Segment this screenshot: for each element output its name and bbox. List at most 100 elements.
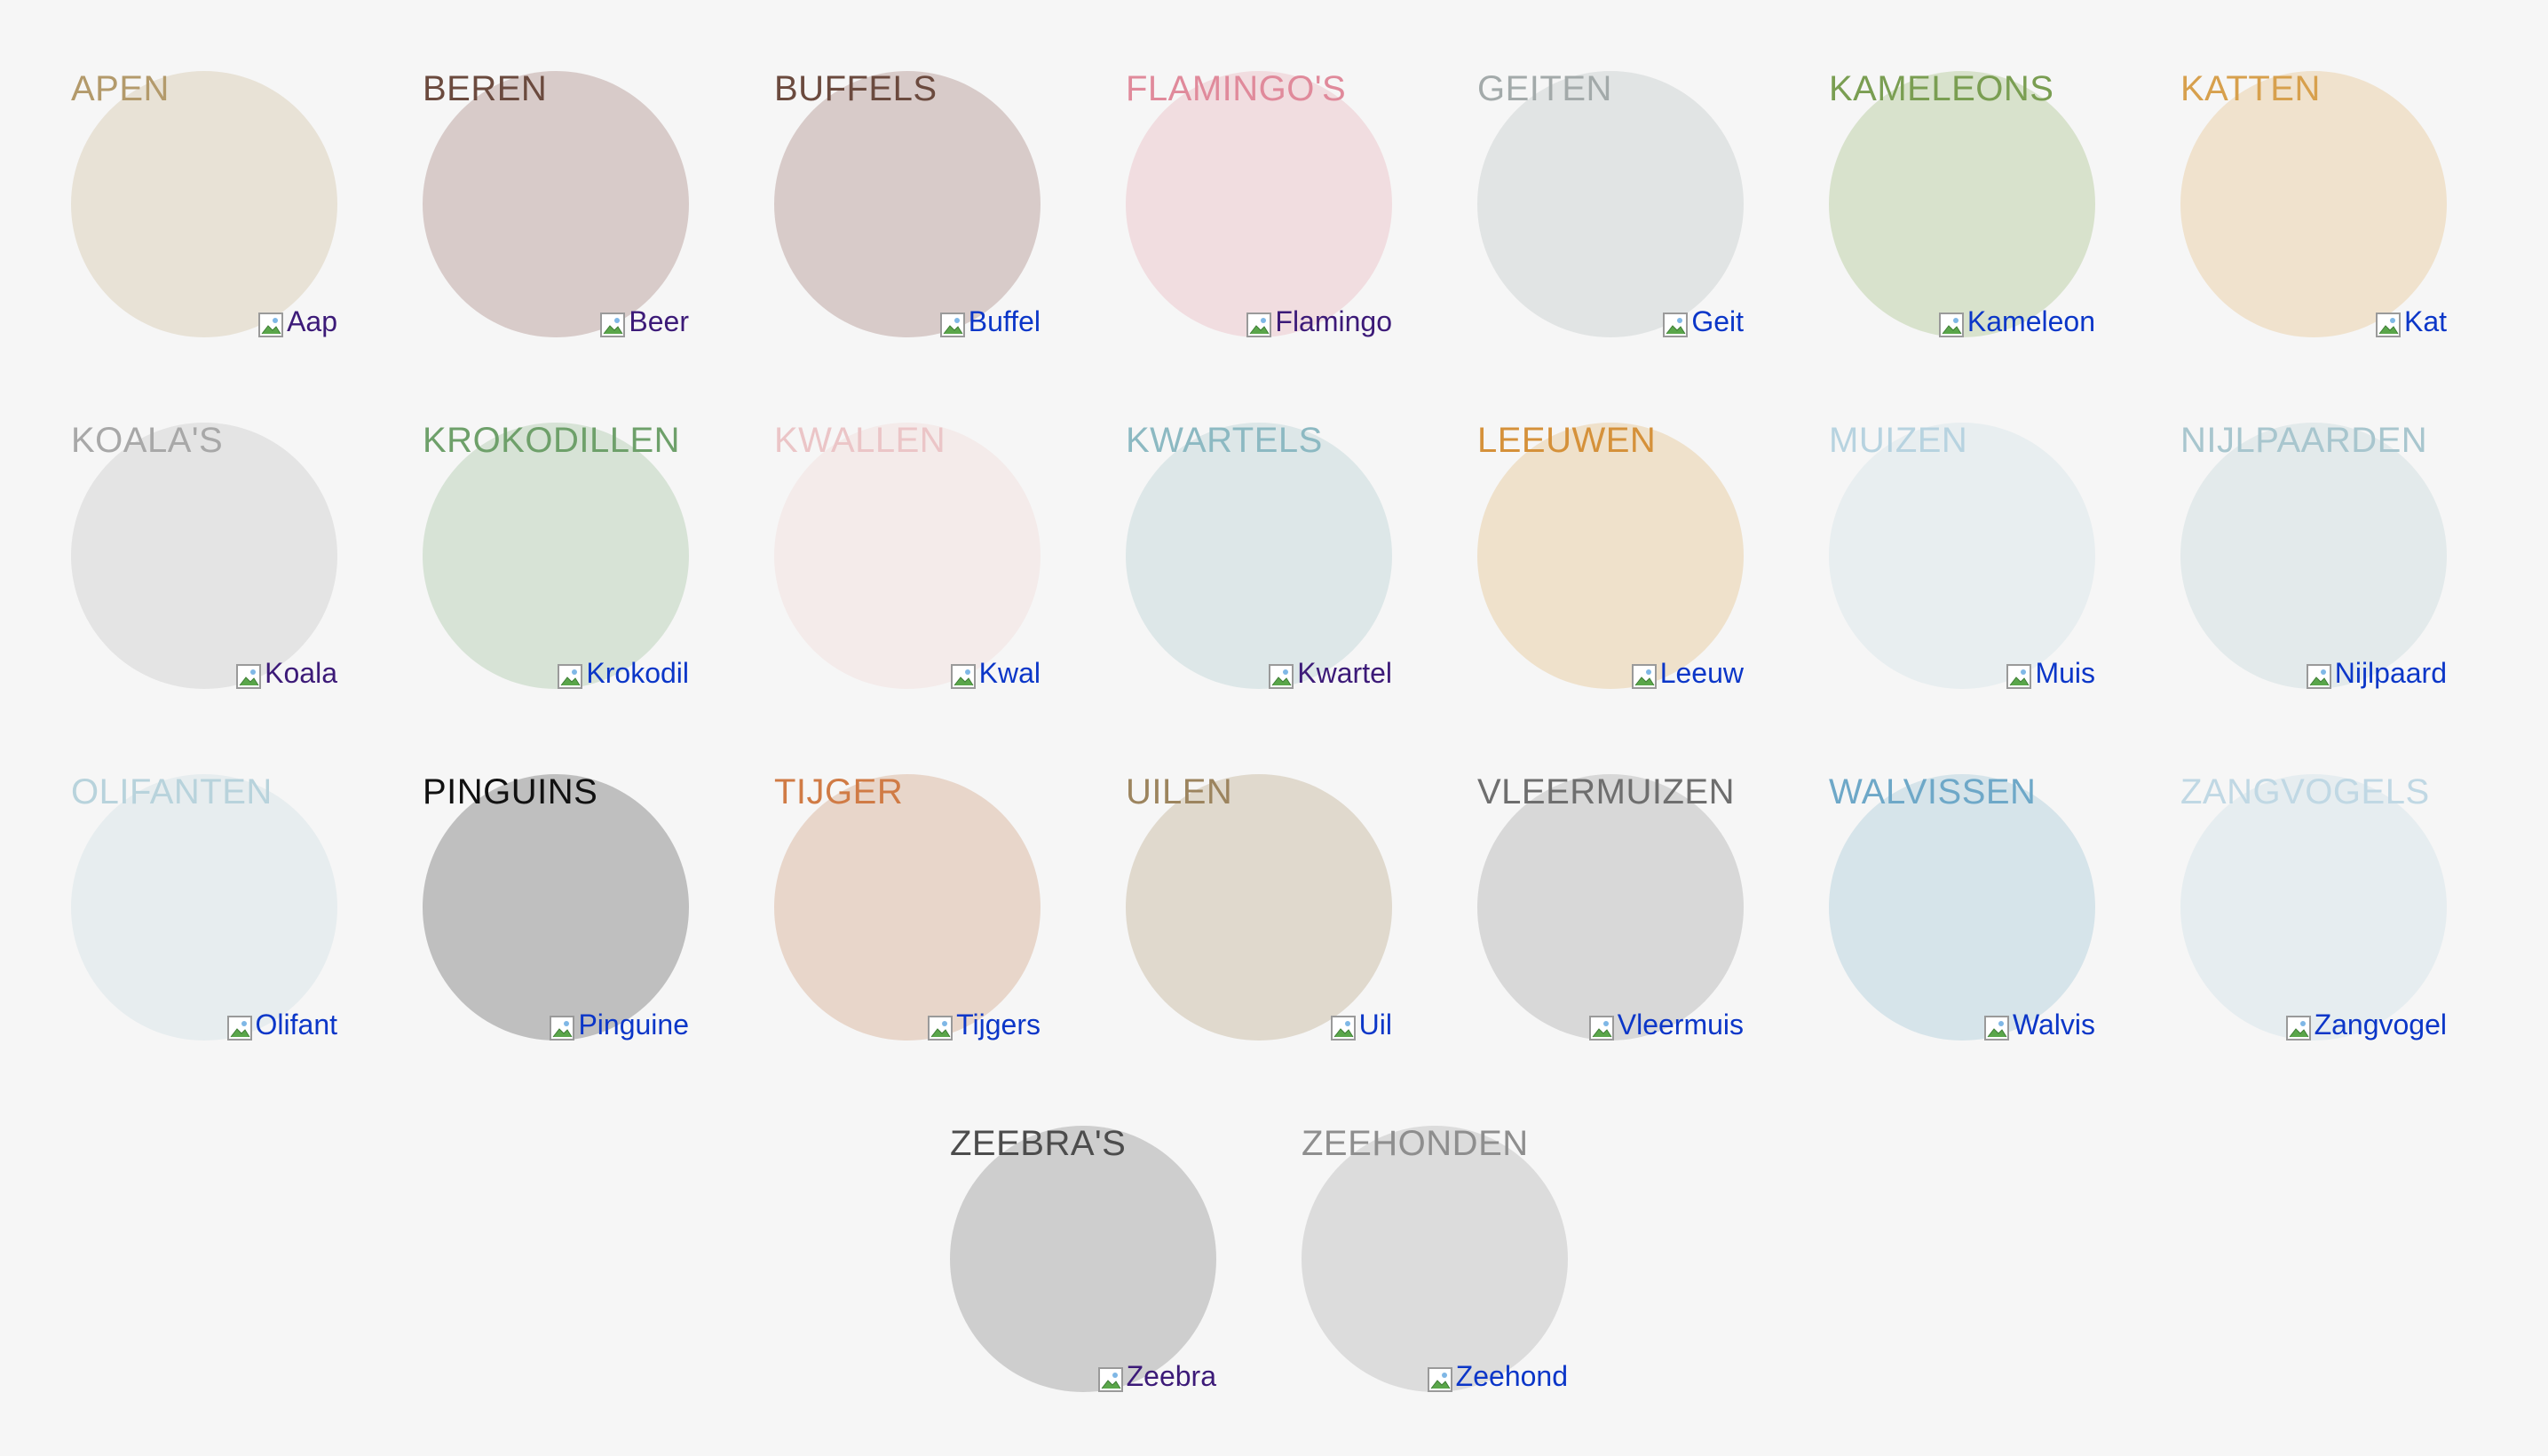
broken-image-icon	[2375, 313, 2402, 339]
animal-tile-krokodil[interactable]: KROKODILLEN Krokodil	[423, 421, 689, 689]
animal-tile-buffel[interactable]: BUFFELS Buffel	[774, 69, 1041, 339]
animal-image[interactable]: Zeebra	[1097, 1360, 1216, 1394]
animal-circle	[1477, 423, 1744, 689]
animal-tile-nijlpaard[interactable]: NIJLPAARDEN Nijlpaard	[2180, 421, 2447, 691]
image-alt-text: Kwartel	[1297, 657, 1392, 689]
image-alt-text: Vleermuis	[1617, 1009, 1744, 1041]
image-alt-text: Nijlpaard	[2334, 657, 2447, 689]
animal-tile-walvis[interactable]: WALVISSEN Walvis	[1829, 772, 2095, 1041]
broken-image-icon	[1246, 313, 1273, 339]
broken-image-icon	[950, 664, 977, 691]
broken-image-icon	[1588, 1016, 1616, 1042]
broken-image-icon	[939, 313, 967, 339]
animal-circle	[1126, 423, 1392, 689]
animal-tile-beer[interactable]: BEREN Beer	[423, 69, 689, 337]
animal-image[interactable]: Kwartel	[1269, 657, 1392, 689]
image-alt-text: Zeehond	[1455, 1360, 1568, 1392]
animal-image[interactable]: Zangvogel	[2285, 1009, 2447, 1042]
animal-title: LEEUWEN	[1477, 421, 1657, 460]
animal-image[interactable]: Olifant	[226, 1009, 337, 1042]
image-alt-text: Flamingo	[1275, 305, 1392, 337]
animal-image[interactable]: Kameleon	[1938, 305, 2095, 339]
animal-image[interactable]: Krokodil	[558, 657, 689, 689]
animal-image[interactable]: Leeuw	[1631, 657, 1744, 691]
animal-tile-tijgers[interactable]: TIJGER Tijgers	[774, 772, 1041, 1041]
animal-image[interactable]: Tijgers	[928, 1009, 1041, 1041]
broken-image-icon	[1097, 1367, 1125, 1394]
animal-tile-vleermuis[interactable]: VLEERMUIZEN Vleermuis	[1477, 772, 1744, 1042]
animal-circle	[2180, 423, 2447, 689]
broken-image-icon	[2285, 1016, 2313, 1042]
animal-tile-olifant[interactable]: OLIFANTEN Olifant	[71, 772, 337, 1042]
animal-image[interactable]: Zeehond	[1427, 1360, 1568, 1394]
animal-tile-uil[interactable]: UILEN Uil	[1126, 772, 1392, 1041]
animal-circle	[71, 71, 337, 337]
image-alt-text: Olifant	[255, 1009, 337, 1041]
animal-title: KROKODILLEN	[423, 421, 681, 460]
animal-image[interactable]: Geit	[1663, 305, 1744, 337]
animal-title: TIJGER	[774, 772, 904, 811]
broken-image-icon	[2306, 664, 2333, 691]
animal-image[interactable]: Walvis	[1983, 1009, 2095, 1041]
animal-circle	[2180, 774, 2447, 1041]
animal-tile-kat[interactable]: KATTEN Kat	[2180, 69, 2447, 339]
animal-image[interactable]: Muis	[2006, 657, 2095, 689]
broken-image-icon	[226, 1016, 254, 1042]
animal-tile-pinguine[interactable]: PINGUINS Pinguine	[423, 772, 689, 1041]
animal-tile-flamingo[interactable]: FLAMINGO'S Flamingo	[1126, 69, 1392, 337]
broken-image-icon	[1427, 1367, 1454, 1394]
animal-circle	[1126, 71, 1392, 337]
animal-tile-kwal[interactable]: KWALLEN Kwal	[774, 421, 1041, 691]
animal-image[interactable]: Vleermuis	[1588, 1009, 1744, 1042]
animal-tile-muis[interactable]: MUIZEN Muis	[1829, 421, 2095, 689]
broken-image-icon	[1938, 313, 1966, 339]
animal-image[interactable]: Kwal	[950, 657, 1041, 691]
animal-tile-zeehond[interactable]: ZEEHONDEN Zeehond	[1302, 1124, 1568, 1394]
animal-image[interactable]: Flamingo	[1246, 305, 1392, 337]
image-alt-text: Walvis	[2012, 1009, 2095, 1041]
animal-image[interactable]: Uil	[1330, 1009, 1392, 1041]
image-alt-text: Kameleon	[1966, 305, 2095, 337]
animal-tile-koala[interactable]: KOALA'S Koala	[71, 421, 337, 689]
image-alt-text: Leeuw	[1659, 657, 1744, 689]
animal-title: KWARTELS	[1126, 421, 1323, 460]
animal-title: ZEEHONDEN	[1302, 1124, 1529, 1163]
animal-tile-geit[interactable]: GEITEN Geit	[1477, 69, 1744, 337]
image-alt-text: Koala	[265, 657, 337, 689]
image-alt-text: Tijgers	[956, 1009, 1041, 1041]
animal-title: NIJLPAARDEN	[2180, 421, 2428, 460]
animal-title: WALVISSEN	[1829, 772, 2037, 811]
animal-image[interactable]: Pinguine	[550, 1009, 689, 1041]
animal-title: BUFFELS	[774, 69, 938, 108]
animal-tile-leeuw[interactable]: LEEUWEN Leeuw	[1477, 421, 1744, 691]
animal-circle	[1126, 774, 1392, 1041]
animal-title: APEN	[71, 69, 170, 108]
animal-image[interactable]: Beer	[600, 305, 689, 337]
animal-circle	[1477, 774, 1744, 1041]
broken-image-icon	[258, 313, 285, 339]
animal-circle	[1302, 1126, 1568, 1392]
animal-image[interactable]: Aap	[258, 305, 337, 337]
animal-image[interactable]: Koala	[236, 657, 337, 689]
animal-title: KAMELEONS	[1829, 69, 2054, 108]
image-alt-text: Zeebra	[1126, 1360, 1216, 1392]
animal-circle	[774, 71, 1041, 337]
animal-image[interactable]: Nijlpaard	[2306, 657, 2447, 691]
animal-circle	[1477, 71, 1744, 337]
animal-title: OLIFANTEN	[71, 772, 273, 811]
image-alt-text: Pinguine	[578, 1009, 689, 1041]
animal-tile-aap[interactable]: APEN Aap	[71, 69, 337, 337]
broken-image-icon	[1269, 664, 1295, 691]
animal-tile-kameleon[interactable]: KAMELEONS Kameleon	[1829, 69, 2095, 339]
animal-tile-zeebra[interactable]: ZEEBRA'S Zeebra	[950, 1124, 1216, 1394]
animal-circle	[423, 423, 689, 689]
broken-image-icon	[600, 313, 627, 339]
animal-image[interactable]: Buffel	[939, 305, 1041, 339]
animal-tile-zangvogel[interactable]: ZANGVOGELS Zangvogel	[2180, 772, 2447, 1042]
broken-image-icon	[550, 1016, 576, 1042]
animal-title: FLAMINGO'S	[1126, 69, 1347, 108]
broken-image-icon	[1631, 664, 1658, 691]
broken-image-icon	[1663, 313, 1689, 339]
animal-tile-kwartel[interactable]: KWARTELS Kwartel	[1126, 421, 1392, 689]
animal-image[interactable]: Kat	[2375, 305, 2447, 339]
